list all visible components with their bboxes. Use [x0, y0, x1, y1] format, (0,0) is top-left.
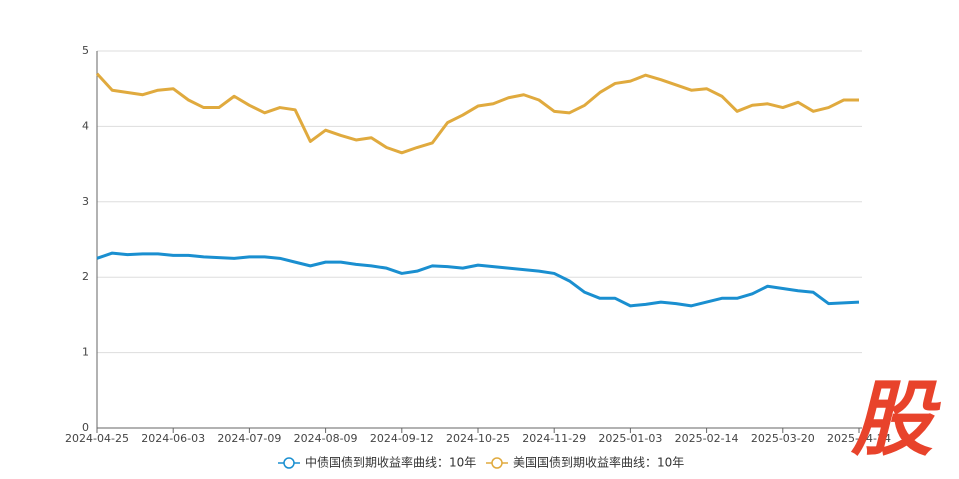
legend-item: 美国国债到期收益率曲线：10年: [486, 455, 684, 470]
line-series: [95, 72, 859, 155]
x-tick-label: 2025-01-03: [598, 432, 662, 445]
x-tick-label: 2025-04-24: [827, 432, 891, 445]
x-tick-label: 2024-07-09: [217, 432, 281, 445]
x-tick-label: 2024-08-09: [294, 432, 358, 445]
legend-marker: [283, 457, 295, 469]
watermark: 股: [850, 372, 941, 467]
x-tick-label: 2024-06-03: [141, 432, 205, 445]
y-tick-label: 4: [82, 119, 89, 132]
y-tick-label: 5: [82, 44, 89, 57]
y-tick-label: 3: [82, 195, 89, 208]
legend-label: 美国国债到期收益率曲线：10年: [513, 455, 684, 470]
y-tick-label: 0: [82, 421, 89, 434]
x-tick-label: 2024-09-12: [370, 432, 434, 445]
legend-item: 中债国债到期收益率曲线：10年: [278, 455, 476, 470]
line-series: [96, 251, 860, 308]
legend-marker: [491, 457, 503, 469]
y-tick-label: 1: [82, 346, 89, 359]
x-tick-label: 2024-10-25: [446, 432, 510, 445]
x-tick-label: 2025-02-14: [675, 432, 739, 445]
x-tick-label: 2024-04-25: [65, 432, 129, 445]
x-tick-label: 2024-11-29: [522, 432, 586, 445]
x-tick-label: 2025-03-20: [751, 432, 815, 445]
y-tick-label: 2: [82, 270, 89, 283]
legend-label: 中债国债到期收益率曲线：10年: [305, 455, 476, 470]
